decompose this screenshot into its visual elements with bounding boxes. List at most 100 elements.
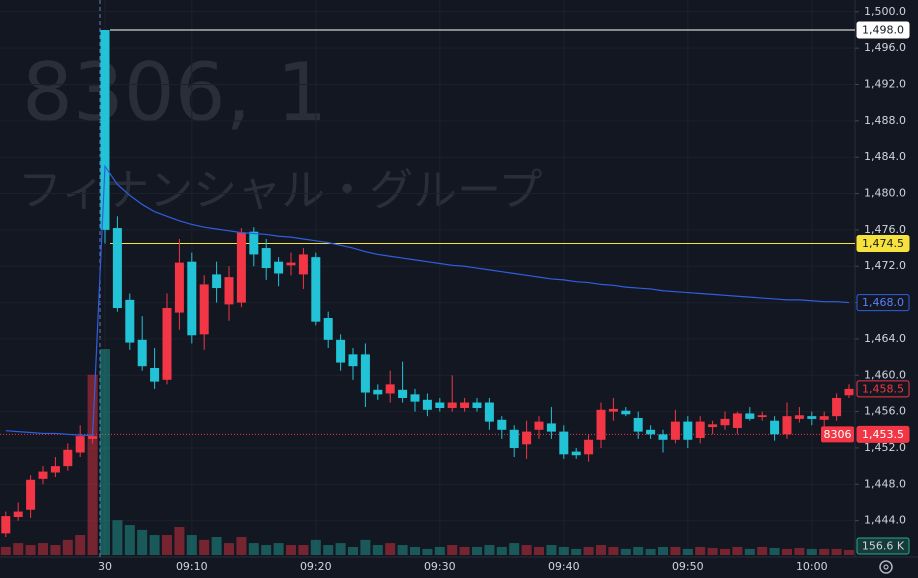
volume-bar [124, 525, 135, 555]
candle-body [150, 368, 160, 382]
x-tick-label: 09:20 [300, 560, 332, 573]
candle-body [633, 417, 643, 432]
settings-icon[interactable] [879, 560, 893, 574]
candle-body [596, 409, 606, 440]
volume-bar [323, 545, 334, 555]
grid: 1,500.0 1,496.0 1,492.0 1,488.0 1,484.0 1,480… [0, 4, 906, 573]
y-tick-label: 1,472.0 [864, 259, 906, 272]
volume-bar [620, 548, 631, 555]
candle-body [224, 277, 234, 305]
volume-bar [25, 545, 36, 555]
volume-bar [248, 543, 259, 555]
candle-body [274, 261, 284, 274]
candle-body [360, 354, 370, 393]
volume-bar [137, 529, 148, 555]
symbol-tag [821, 426, 854, 443]
symbol-tag-label: 8306 [824, 428, 852, 441]
y-tick-label: 1,480.0 [864, 187, 906, 200]
price-tag [856, 235, 910, 253]
tags: 1,498.0 1,474.5 1,453.5 8306 1,458.5 156.6 K 1… [821, 21, 910, 555]
volume-bar [13, 543, 24, 555]
volume-bar [608, 546, 619, 555]
y-tick-label: 1,444.0 [864, 514, 906, 527]
volume-bar [335, 543, 346, 555]
candle-body [683, 421, 693, 440]
volume-bar [844, 549, 854, 555]
volume-bar [534, 546, 544, 555]
candle-body [819, 416, 829, 420]
gear-hub[interactable] [883, 564, 889, 570]
volume-bar [0, 546, 11, 555]
volume-bar [521, 545, 532, 555]
candle-body [584, 439, 594, 455]
x-tick-label: 30 [98, 560, 112, 573]
candle-body [75, 436, 85, 453]
candle-body [112, 228, 122, 309]
candle-body [534, 421, 544, 430]
candle-body [422, 399, 432, 410]
candle-body [670, 421, 680, 440]
volume-bar [744, 548, 755, 555]
volume-bar [112, 520, 123, 555]
candle-body [522, 431, 532, 445]
y-tick-label: 1,460.0 [864, 368, 906, 381]
volume-bar [732, 546, 743, 555]
candle-body [732, 413, 742, 428]
price-tag-label: 1,458.5 [862, 382, 904, 395]
candle-body [174, 262, 184, 313]
y-tick-label: 1,500.0 [864, 5, 906, 18]
volume-bar [757, 546, 768, 555]
volume-bar [385, 543, 396, 555]
candle-body [63, 449, 73, 467]
candle-body [460, 402, 470, 408]
candle-body [26, 479, 36, 510]
candle-body [187, 261, 197, 336]
candle-body [311, 257, 321, 322]
volume-bar [162, 535, 172, 555]
y-tick-label: 1,464.0 [864, 332, 906, 345]
candle-body [137, 339, 147, 367]
volume-bar [658, 546, 668, 555]
moving-average-line [5, 164, 850, 436]
volume-bar [670, 546, 681, 555]
volume-bar [186, 535, 197, 555]
volume-bar [571, 548, 582, 555]
volume-bar [596, 545, 606, 555]
volume-bar [707, 547, 718, 555]
price-tag-label: 1,453.5 [862, 428, 904, 441]
price-tag-label: 1,468.0 [862, 296, 904, 309]
volume-bar [806, 548, 817, 555]
candle-body [13, 511, 23, 518]
volume-bar [236, 536, 247, 555]
candle-body [410, 394, 420, 402]
volume-bar [794, 547, 805, 555]
price-tag-label: 1,498.0 [862, 23, 904, 36]
candle-body [38, 471, 48, 479]
volume-bar [633, 546, 644, 555]
y-tick-label: 1,456.0 [864, 405, 906, 418]
candle-body [1, 516, 11, 534]
y-tick-label: 1,492.0 [864, 78, 906, 91]
candle-body [249, 231, 259, 255]
volume-bar [75, 535, 86, 555]
y-tick-label: 1,496.0 [864, 41, 906, 54]
volume-bar [372, 545, 383, 555]
candle-body [298, 254, 308, 275]
candle-body [88, 436, 98, 439]
y-tick-label: 1,448.0 [864, 477, 906, 490]
price-tag [856, 425, 910, 443]
candle-body [336, 339, 346, 363]
candle-body [261, 248, 271, 269]
volume-bar [422, 548, 433, 555]
volume-bar [484, 545, 495, 555]
candle-body [162, 308, 172, 380]
volume-bar [273, 543, 284, 555]
price-tag [856, 294, 910, 312]
candle-body [286, 262, 296, 266]
gear[interactable] [879, 560, 893, 574]
candle-body [708, 424, 718, 428]
x-tick-label: 09:40 [548, 560, 580, 573]
candle-body [559, 431, 569, 455]
volume-bar [199, 539, 210, 555]
